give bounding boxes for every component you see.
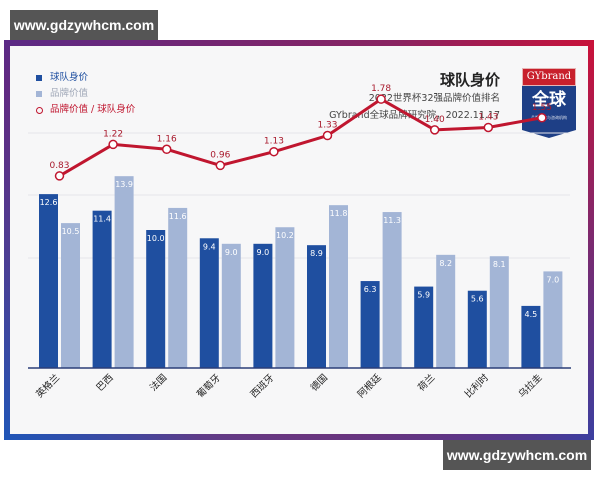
- bar-brand-value: [114, 176, 134, 368]
- bar-label: 7.0: [547, 275, 560, 284]
- bar-label: 8.2: [439, 259, 452, 268]
- category-label: 法国: [147, 372, 169, 394]
- square-icon: [36, 91, 42, 97]
- logo-shield: 全球 品牌研究与咨询机构: [522, 86, 576, 130]
- ratio-label: 1.55: [532, 103, 552, 113]
- legend-label: 品牌价值: [50, 88, 89, 99]
- bar-label: 9.4: [203, 242, 216, 251]
- legend-label: 球队身价: [50, 72, 89, 83]
- bar-team-value: [414, 286, 434, 368]
- ratio-marker: [376, 94, 386, 104]
- bar-label: 5.6: [471, 295, 484, 304]
- ratio-marker: [215, 160, 226, 171]
- bar-team-value: [360, 281, 380, 368]
- bar-team-value: [467, 290, 487, 368]
- bar-label: 6.3: [364, 285, 377, 294]
- legend-label: 品牌价值 / 球队身价: [50, 104, 136, 115]
- bar-label: 4.5: [525, 310, 538, 319]
- ratio-line: [58, 97, 543, 178]
- bar-label: 8.9: [310, 249, 323, 258]
- legend-item-team-value: 球队身价: [36, 70, 135, 86]
- bar-label: 10.0: [147, 234, 165, 243]
- category-label: 荷兰: [415, 372, 437, 394]
- ratio-marker: [429, 125, 440, 135]
- ratio-label: 1.40: [425, 115, 445, 125]
- bar-brand-value: [489, 256, 509, 368]
- ratio-marker: [54, 171, 65, 181]
- bar-brand-value: [61, 223, 80, 368]
- chart-source: GYbrand全球品牌研究院，2022.11.17: [329, 110, 500, 121]
- watermark-top: www.gdzywhcm.com: [10, 10, 158, 40]
- ratio-marker: [322, 130, 333, 141]
- category-label: 比利时: [462, 371, 491, 400]
- ratio-label: 1.13: [264, 137, 284, 147]
- category-label: 巴西: [94, 372, 115, 393]
- bar-label: 12.6: [40, 198, 58, 207]
- bar-brand-value: [275, 227, 295, 368]
- legend-item-ratio: 品牌价值 / 球队身价: [36, 102, 135, 118]
- ratio-marker: [108, 139, 118, 150]
- category-label: 西班牙: [248, 372, 277, 401]
- bar-brand-value: [329, 205, 348, 368]
- bar-team-value: [39, 194, 58, 368]
- gybrand-logo: GYbrand 全球 品牌研究与咨询机构: [522, 68, 576, 138]
- chart-title: 球队身价: [439, 71, 500, 89]
- logo-brand-text: GYbrand: [522, 68, 576, 86]
- logo-caption: 品牌研究与咨询机构: [531, 115, 567, 120]
- bar-team-value: [521, 305, 541, 368]
- category-label: 阿根廷: [355, 371, 384, 400]
- bar-label: 5.9: [417, 291, 430, 300]
- bar-label: 8.1: [493, 260, 506, 269]
- bar-label: 10.2: [276, 231, 294, 240]
- bar-brand-value: [168, 207, 188, 368]
- chart-svg: 12.6 10.5 英格兰 11.4 13.9 巴西 10.0 11.6 法国 9.4 9.0 葡萄牙…: [28, 84, 571, 401]
- ratio-marker: [161, 144, 172, 155]
- bar-team-value: [307, 245, 326, 368]
- ratio-label: 1.78: [371, 84, 391, 94]
- bar-label: 11.4: [93, 215, 111, 224]
- bar-team-value: [92, 210, 112, 368]
- ratio-label: 0.83: [49, 161, 69, 171]
- title-block: 球队身价 2022世界杯32强品牌价值排名 GYbrand全球品牌研究院，202…: [329, 70, 500, 124]
- bar-label: 10.5: [62, 227, 80, 236]
- bar-brand-value: [221, 243, 241, 368]
- ratio-label: 0.96: [210, 150, 230, 160]
- bar-team-value: [253, 243, 273, 368]
- watermark-bottom: www.gdzywhcm.com: [443, 440, 591, 470]
- ratio-label: 1.22: [103, 129, 123, 139]
- logo-shield-tip: [522, 130, 576, 138]
- ratio-marker: [483, 122, 494, 133]
- ratio-label: 1.33: [317, 121, 337, 131]
- category-label: 葡萄牙: [194, 372, 223, 401]
- logo-main-text: 全球: [532, 90, 566, 110]
- bar-brand-value: [436, 254, 456, 368]
- category-label: 英格兰: [33, 372, 62, 401]
- ratio-label: 1.43: [478, 112, 498, 122]
- bar-brand-value: [543, 271, 563, 368]
- chart-panel: 球队身价 品牌价值 品牌价值 / 球队身价 球队身价 2022世界杯32强品牌价…: [10, 46, 588, 434]
- category-label: 德国: [308, 372, 330, 394]
- ratio-label: 1.16: [157, 134, 177, 144]
- chart-subtitle: 2022世界杯32强品牌价值排名: [368, 93, 500, 104]
- bar-label: 11.3: [383, 216, 401, 225]
- legend-item-brand-value: 品牌价值: [36, 86, 135, 102]
- legend: 球队身价 品牌价值 品牌价值 / 球队身价: [36, 70, 135, 118]
- ratio-marker: [269, 146, 279, 157]
- bar-team-value: [199, 238, 219, 368]
- category-label: 乌拉圭: [516, 372, 545, 401]
- ratio-marker: [537, 113, 547, 123]
- bar-label: 9.0: [257, 248, 270, 257]
- bar-label: 9.0: [225, 248, 238, 257]
- bar-label: 11.6: [169, 212, 187, 221]
- bar-label: 11.8: [330, 209, 348, 218]
- bar-brand-value: [382, 212, 402, 368]
- bar-label: 13.9: [115, 180, 133, 189]
- bar-team-value: [146, 230, 166, 368]
- circle-marker-icon: [36, 106, 43, 114]
- square-icon: [36, 75, 42, 81]
